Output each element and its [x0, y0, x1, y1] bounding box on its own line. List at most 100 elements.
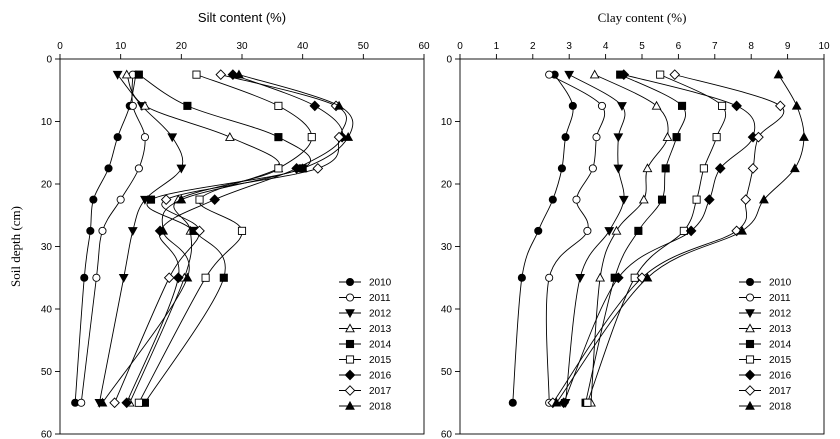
data-point	[172, 272, 184, 284]
legend-marker	[345, 355, 355, 364]
data-point	[109, 397, 120, 409]
data-point	[618, 195, 629, 205]
series-2010	[508, 70, 577, 407]
series-line	[585, 74, 686, 403]
data-point	[545, 273, 554, 282]
legend-marker	[745, 323, 755, 333]
data-point	[160, 194, 172, 205]
legend-marker	[345, 309, 355, 319]
data-point	[672, 133, 681, 142]
y-tick-label: 60	[441, 430, 453, 439]
series-line	[586, 74, 727, 403]
data-point	[176, 164, 187, 174]
data-point	[613, 164, 624, 174]
x-tick-label: 7	[712, 41, 718, 52]
y-tick-label: 0	[46, 55, 52, 66]
data-point	[657, 195, 667, 204]
data-point	[558, 397, 570, 409]
data-point	[651, 100, 662, 110]
series-2018	[97, 69, 354, 407]
data-point	[274, 133, 283, 142]
x-tick-label: 10	[115, 41, 127, 52]
data-point	[661, 164, 670, 173]
legend-label: 2017	[369, 386, 392, 397]
data-point	[718, 101, 727, 110]
legend-marker	[745, 400, 755, 410]
series-2011	[77, 70, 149, 407]
data-point	[604, 227, 615, 236]
x-tick-label: 0	[457, 41, 463, 52]
data-point	[712, 133, 721, 142]
legend-marker	[344, 369, 356, 381]
data-point	[618, 69, 630, 80]
legend-label: 2012	[769, 309, 792, 320]
series-2014	[581, 70, 687, 407]
series-line	[552, 74, 785, 404]
y-tick-label: 10	[441, 117, 453, 128]
series-2012	[560, 70, 629, 408]
data-point	[297, 163, 308, 173]
series-2016	[121, 69, 348, 409]
y-tick-label: 20	[441, 180, 453, 191]
x-tick-label: 30	[236, 41, 248, 52]
data-point	[167, 133, 178, 143]
data-point	[611, 225, 622, 235]
data-point	[234, 69, 244, 79]
data-point	[572, 195, 581, 204]
legend-label: 2015	[369, 355, 392, 366]
data-point	[194, 225, 205, 237]
y-tick-label: 30	[41, 242, 53, 253]
series-2011	[545, 70, 607, 407]
x-tick-label: 0	[57, 41, 63, 52]
data-point	[140, 100, 150, 110]
legend-marker	[745, 293, 755, 302]
y-tick-label: 10	[41, 117, 53, 128]
data-point	[134, 70, 143, 79]
legend-marker	[345, 323, 355, 333]
series-line	[138, 74, 313, 403]
series-line	[512, 74, 574, 403]
x-tick-label: 10	[818, 41, 830, 52]
x-tick-label: 60	[418, 41, 430, 52]
data-point	[583, 398, 592, 407]
x-tick-label: 50	[358, 41, 370, 52]
data-point	[613, 272, 624, 284]
data-point	[86, 226, 95, 235]
data-point	[759, 194, 769, 204]
data-point	[545, 70, 554, 79]
data-point	[613, 133, 624, 143]
data-point	[634, 226, 643, 235]
data-point	[309, 100, 321, 112]
data-point	[224, 132, 235, 141]
data-point	[677, 101, 687, 110]
data-point	[80, 273, 89, 282]
legend-label: 2016	[369, 371, 392, 382]
data-point	[343, 132, 354, 141]
clay-chart-panel: Clay content (%) 0 1 2 3 4 5 6 7 8 9 10 0 10 20 30 40 50 6…	[441, 10, 830, 439]
series-2015	[134, 70, 316, 407]
legend-label: 2010	[369, 278, 392, 289]
legend-marker	[345, 277, 355, 287]
data-point	[699, 164, 708, 173]
data-point	[508, 398, 517, 407]
legend-label: 2014	[369, 340, 392, 351]
series-line	[590, 74, 669, 403]
chart-title: Silt content (%)	[198, 10, 286, 25]
x-tick-label: 40	[297, 41, 309, 52]
data-point	[656, 70, 665, 79]
x-tick-label: 3	[566, 41, 572, 52]
series-line	[80, 74, 146, 403]
series-2018	[551, 69, 809, 407]
data-point	[595, 272, 606, 282]
data-point	[731, 100, 742, 112]
data-point	[551, 397, 562, 407]
data-point	[642, 272, 653, 282]
data-point	[201, 273, 210, 282]
data-point	[183, 101, 192, 110]
series-line	[98, 74, 184, 403]
data-point	[77, 398, 86, 407]
legend: 2010 2011 2012 2013 2014 2015 2016 2017 2018	[339, 278, 392, 413]
data-point	[121, 69, 132, 79]
y-tick-label: 0	[446, 55, 452, 66]
y-tick-label: 40	[41, 305, 53, 316]
